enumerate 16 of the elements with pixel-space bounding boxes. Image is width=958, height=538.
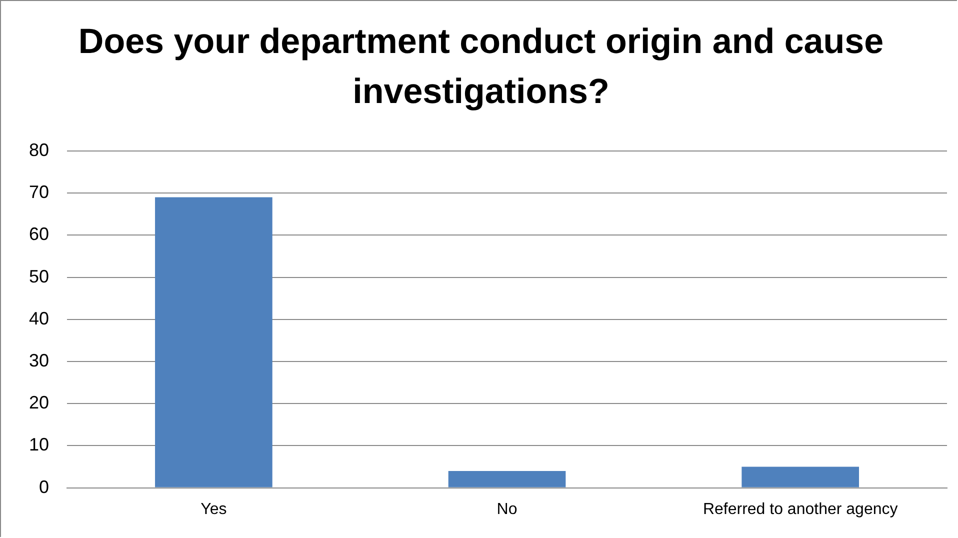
x-tick-label: Referred to another agency [702, 500, 898, 518]
x-tick-label: No [496, 500, 518, 518]
y-tick-label: 50 [28, 266, 50, 286]
y-tick-label: 40 [28, 308, 50, 328]
bar [448, 470, 566, 488]
y-tick-label: 80 [28, 140, 50, 160]
x-tick-label: Yes [200, 500, 227, 518]
y-tick-label: 60 [28, 224, 50, 244]
y-tick-label: 0 [39, 476, 50, 497]
y-tick-label: 70 [28, 182, 50, 202]
y-tick-label: 20 [28, 392, 50, 413]
y-tick-label: 10 [28, 434, 50, 455]
y-tick-label: 30 [28, 350, 50, 370]
bar [742, 466, 859, 488]
chart-title: Does your department conduct origin and cause investigations? [77, 21, 885, 113]
bar [155, 197, 272, 488]
